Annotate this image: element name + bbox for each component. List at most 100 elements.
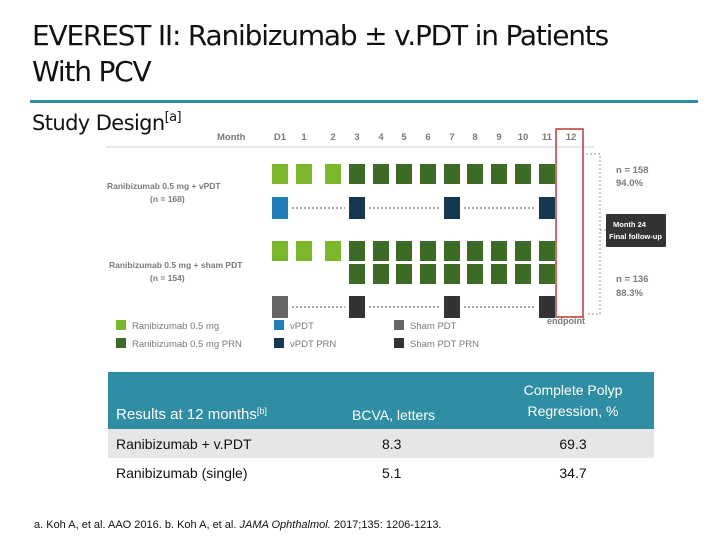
results-header-row: Results at 12 months[b] BCVA, letters Co…: [108, 372, 654, 429]
legend-swatch: [394, 320, 404, 330]
row-label: Ranibizumab + v.PDT: [108, 429, 338, 458]
month-tick-label: 8: [472, 132, 477, 143]
arm1-vpdt-box: [272, 197, 288, 219]
month-tick-label: 1: [301, 132, 307, 143]
arm1-ranibizumab-box: [444, 164, 460, 184]
arm1-vpdt-box: [444, 197, 460, 219]
title-divider: [30, 100, 698, 103]
arm1-ranibizumab-box: [539, 164, 555, 184]
table-row: Ranibizumab (single) 5.1 34.7: [108, 458, 654, 487]
references-footnote: a. Koh A, et al. AAO 2016. b. Koh A, et …: [34, 519, 442, 531]
header-results-label: Results at 12 months: [116, 406, 257, 423]
arm2-ranibizumab-box: [444, 241, 460, 261]
arm1-ranibizumab-box: [349, 164, 365, 184]
arm2-ranibizumab-box: [539, 241, 555, 261]
followup-line-1: Month 24: [613, 220, 647, 229]
arm2-ranibizumab-prn-box: [373, 264, 389, 284]
arm1-completed-pct: 94.0%: [616, 178, 643, 189]
arm2-label-line-2: (n = 154): [150, 273, 185, 283]
legend-label: vPDT: [290, 321, 314, 332]
table-row: Ranibizumab + v.PDT 8.3 69.3: [108, 429, 654, 458]
month-tick-label: 10: [518, 132, 529, 143]
arm1-label-line-2: (n = 168): [150, 194, 185, 204]
arm1-vpdt-box: [349, 197, 365, 219]
arm1-ranibizumab-box: [420, 164, 436, 184]
month-tick-label: 9: [496, 132, 501, 143]
month-tick-label: 7: [449, 132, 454, 143]
arm2-ranibizumab-prn-box: [491, 264, 507, 284]
footnote-part-2: 2017;135: 1206-1213.: [330, 519, 442, 531]
legend-swatch: [116, 320, 126, 330]
arm2-ranibizumab-prn-box: [396, 264, 412, 284]
arm2-ranibizumab-box: [373, 241, 389, 261]
study-design-label: Study Design: [32, 111, 165, 135]
followup-box: [606, 214, 666, 247]
header-regression-line-1: Complete Polyp: [523, 381, 623, 398]
arm1-ranibizumab-box: [373, 164, 389, 184]
row-regression: 69.3: [492, 429, 654, 458]
arm2-ranibizumab-prn-box: [349, 264, 365, 284]
month-tick-label: 11: [542, 132, 553, 143]
arm1-ranibizumab-box: [296, 164, 312, 184]
arm1-ranibizumab-box: [396, 164, 412, 184]
followup-bracket: [586, 153, 601, 315]
arm1-ranibizumab-box: [272, 164, 288, 184]
title-line-2: With PCV: [32, 55, 152, 88]
month-tick-label: 12: [566, 132, 577, 143]
arm1-ranibizumab-box: [325, 164, 341, 184]
arm1-label-line-1: Ranibizumab 0.5 mg + vPDT: [107, 181, 221, 191]
arm2-ranibizumab-prn-box: [420, 264, 436, 284]
header-bcva: BCVA, letters: [338, 372, 492, 429]
arm2-ranibizumab-box: [396, 241, 412, 261]
arm2-sham-box: [444, 296, 460, 318]
arm2-sham-box: [539, 296, 555, 318]
title-line-1: EVEREST II: Ranibizumab ± v.PDT in Patie…: [32, 19, 609, 52]
arm2-sham-box: [349, 296, 365, 318]
arm2-ranibizumab-prn-box: [539, 264, 555, 284]
legend-label: Ranibizumab 0.5 mg: [132, 321, 219, 332]
arm1-completed-n: n = 158: [616, 165, 648, 176]
row-bcva: 8.3: [338, 429, 492, 458]
study-design-ref: [a]: [164, 110, 182, 125]
endpoint-label: endpoint: [547, 316, 585, 326]
arm2-completed-pct: 88.3%: [616, 288, 643, 299]
arm1-ranibizumab-box: [515, 164, 531, 184]
row-label: Ranibizumab (single): [108, 458, 338, 487]
legend-swatch: [274, 338, 284, 348]
month-tick-label: D1: [274, 132, 287, 143]
legend-swatch: [116, 338, 126, 348]
slide-title: EVEREST II: Ranibizumab ± v.PDT in Patie…: [32, 18, 702, 90]
arm2-ranibizumab-box: [467, 241, 483, 261]
footnote-part-1: a. Koh A, et al. AAO 2016. b. Koh A, et …: [34, 519, 240, 531]
arm2-ranibizumab-prn-box: [467, 264, 483, 284]
month-tick-label: 3: [354, 132, 359, 143]
month-header-label: Month: [217, 132, 246, 143]
legend-label: Sham PDT PRN: [410, 339, 479, 350]
header-regression: Complete Polyp Regression, %: [492, 372, 654, 429]
arm2-ranibizumab-box: [491, 241, 507, 261]
month-tick-label: 6: [425, 132, 430, 143]
month-tick-label: 5: [401, 132, 407, 143]
header-regression-line-2: Regression, %: [527, 402, 619, 419]
month-tick-label: 4: [378, 132, 384, 143]
endpoint-frame: [555, 128, 584, 318]
legend-swatch: [274, 320, 284, 330]
arm2-ranibizumab-box: [272, 241, 288, 261]
legend-label: Ranibizumab 0.5 mg PRN: [132, 339, 242, 350]
footnote-journal: JAMA Ophthalmol.: [239, 519, 331, 531]
results-table: Results at 12 months[b] BCVA, letters Co…: [108, 372, 654, 487]
arm1-vpdt-box: [539, 197, 555, 219]
arm2-label-line-1: Ranibizumab 0.5 mg + sham PDT: [109, 260, 243, 270]
arm2-ranibizumab-prn-box: [515, 264, 531, 284]
arm2-ranibizumab-box: [296, 241, 312, 261]
followup-line-2: Final follow-up: [609, 232, 662, 241]
arm2-sham-box: [272, 296, 288, 318]
arm2-ranibizumab-box: [349, 241, 365, 261]
header-results: Results at 12 months[b]: [108, 372, 338, 429]
arm1-ranibizumab-box: [491, 164, 507, 184]
row-regression: 34.7: [492, 458, 654, 487]
arm1-ranibizumab-box: [467, 164, 483, 184]
month-tick-label: 2: [330, 132, 335, 143]
study-design-heading: Study Design[a]: [32, 110, 182, 135]
